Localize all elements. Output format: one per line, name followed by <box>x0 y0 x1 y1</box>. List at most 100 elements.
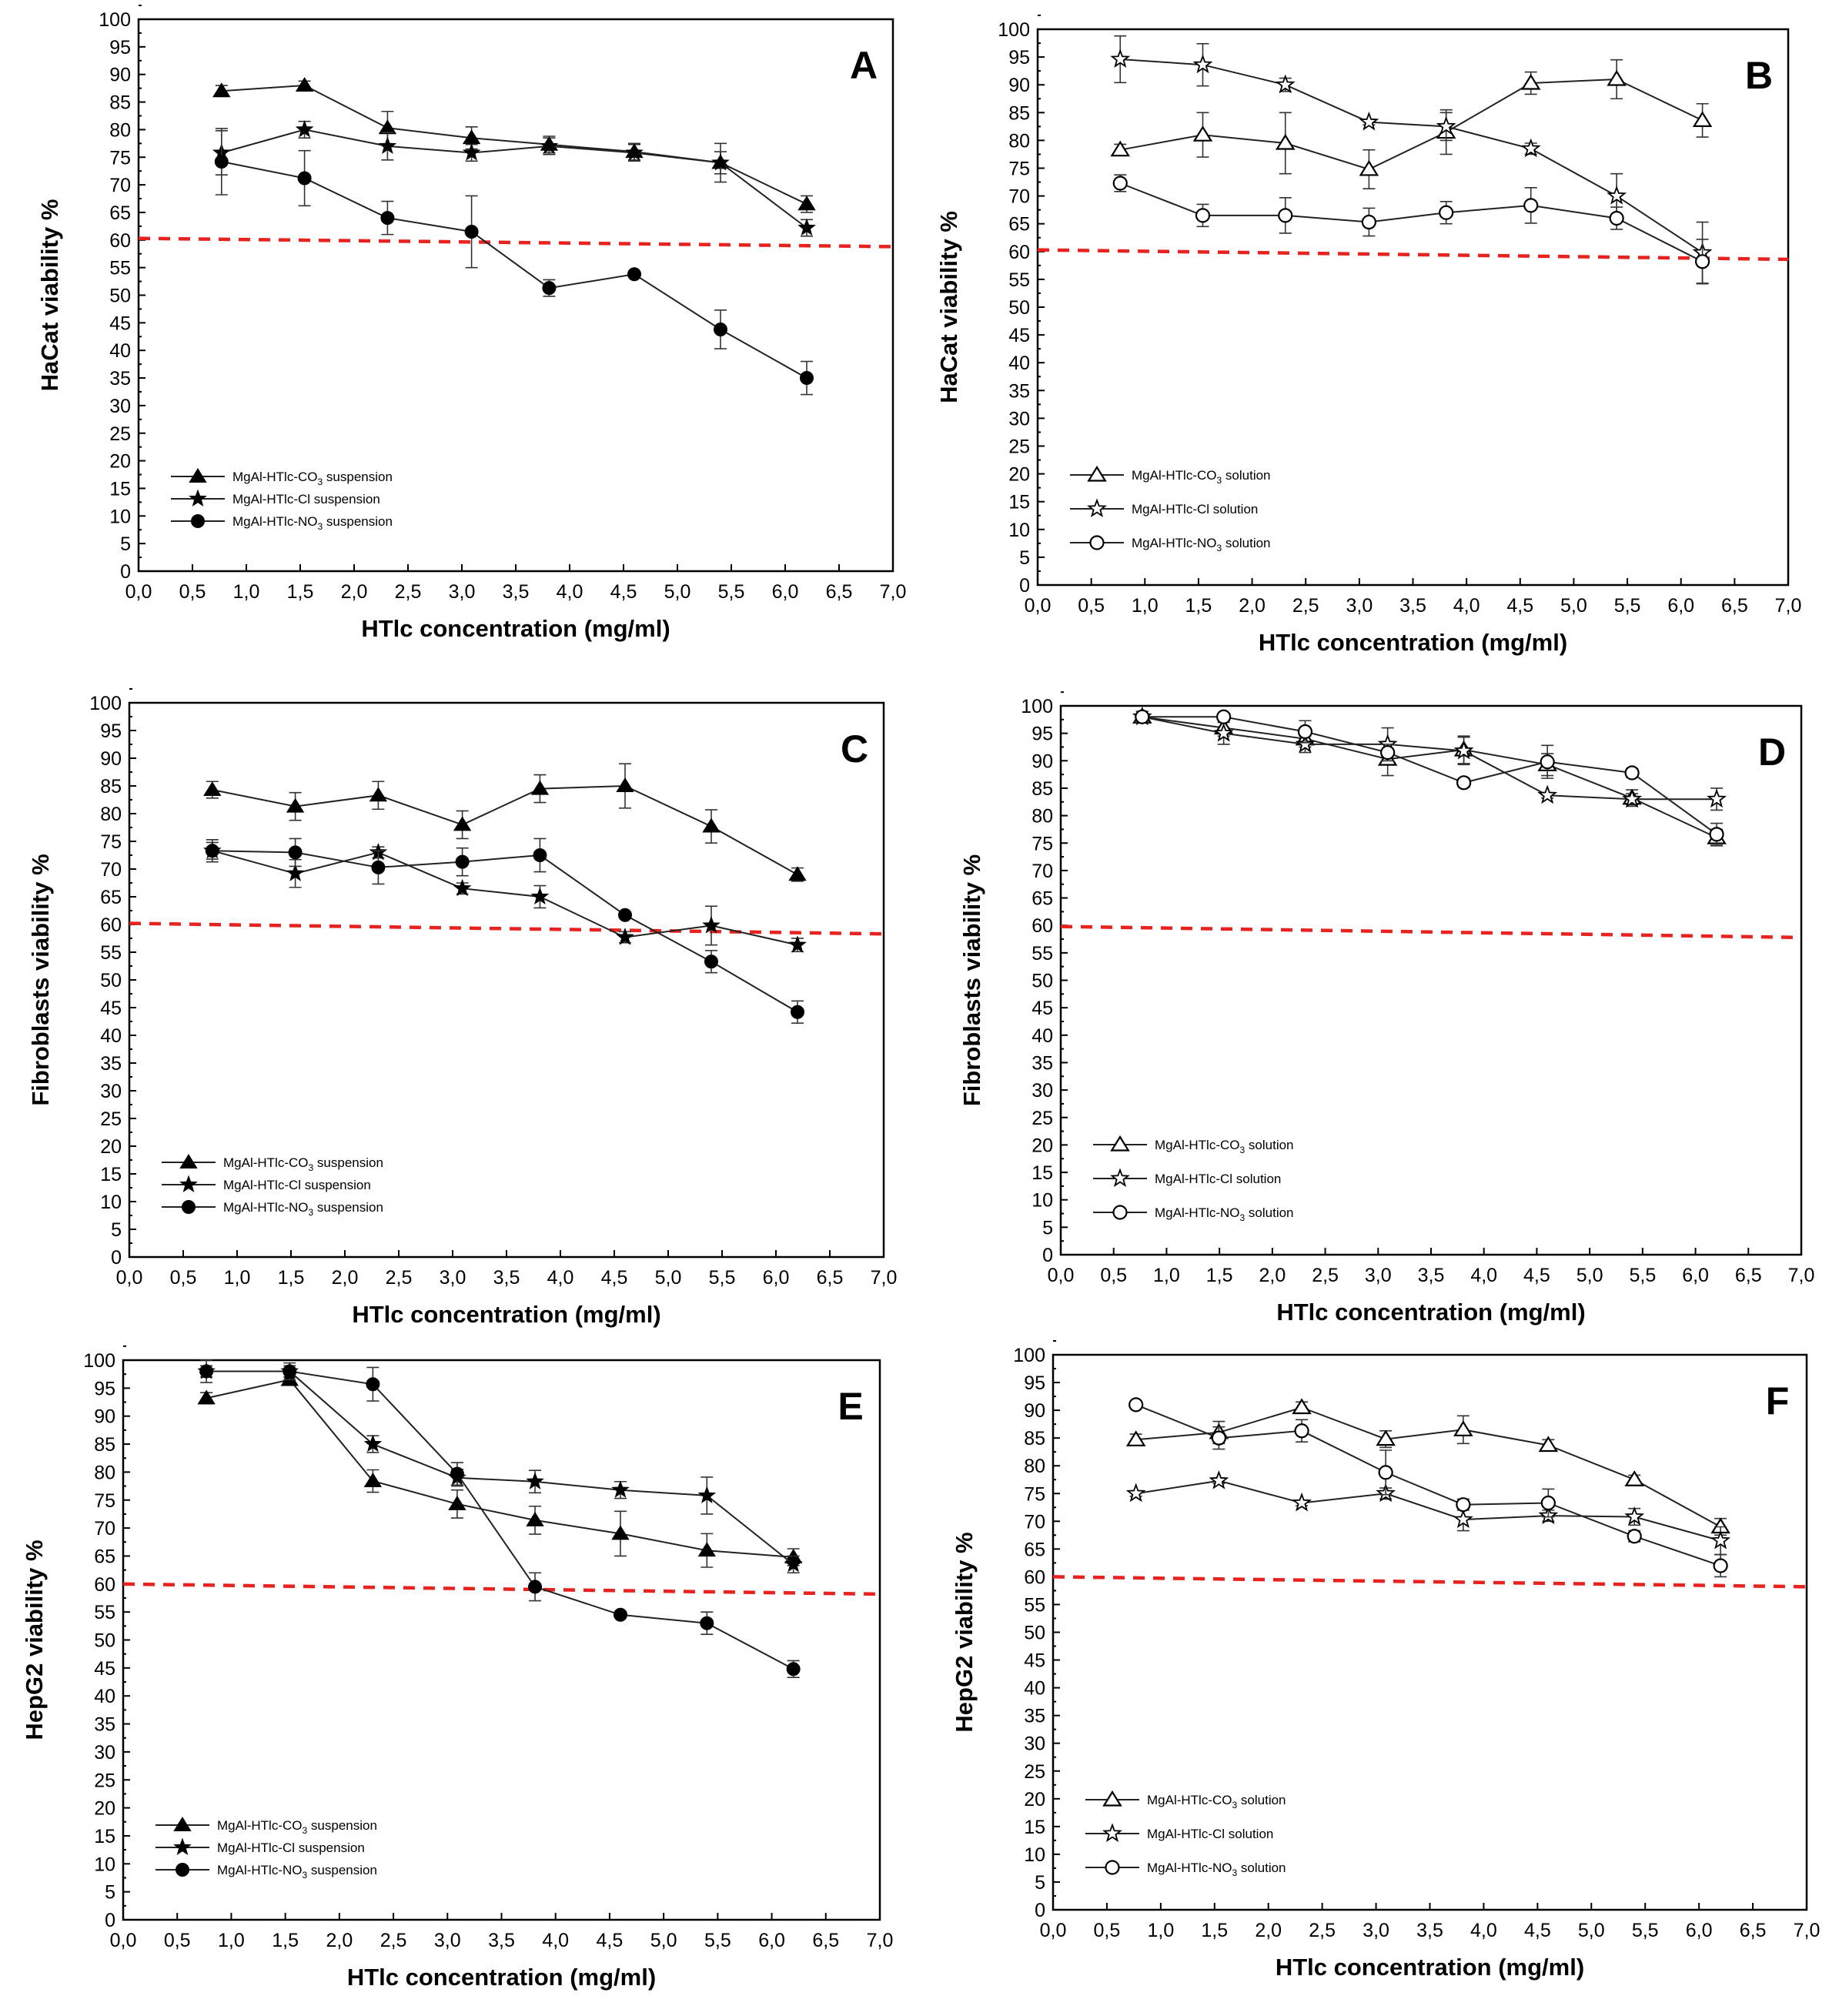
data-point <box>1128 1397 1144 1413</box>
y-tick-label: 65 <box>109 202 131 224</box>
legend-suffix: suspension <box>301 1178 371 1192</box>
series-line <box>1142 716 1717 801</box>
y-axis-title: HepG2 viability % <box>21 1540 48 1740</box>
data-point <box>616 928 634 945</box>
data-point <box>1624 1506 1645 1526</box>
y-tick-label: 35 <box>100 1053 122 1075</box>
x-tick-label: 2,5 <box>386 1267 413 1289</box>
y-tick-label: 15 <box>1008 492 1030 513</box>
x-tick-label: 2,5 <box>1312 1265 1339 1286</box>
y-tick-label: 55 <box>1024 1594 1045 1616</box>
data-point <box>704 955 718 969</box>
y-tick-label: 5 <box>111 1219 122 1241</box>
y-tick-label: 40 <box>1024 1678 1045 1700</box>
x-tick-label: 3,0 <box>449 581 476 603</box>
x-tick-label: 6,0 <box>1686 1920 1713 1941</box>
data-point <box>199 1364 214 1379</box>
y-tick-label: 85 <box>100 776 122 797</box>
y-tick-label: 50 <box>109 286 131 307</box>
data-point <box>378 119 397 135</box>
y-tick-label: 85 <box>1008 102 1030 124</box>
legend-name: MgAl-HTlc-NO <box>1155 1205 1240 1220</box>
legend-subscript: 3 <box>1240 1145 1246 1155</box>
x-tick-label: 2,5 <box>1292 595 1319 617</box>
legend-subscript: 3 <box>303 1825 308 1836</box>
data-point <box>464 225 479 239</box>
legend-subscript: 3 <box>318 521 323 532</box>
data-point <box>203 781 222 797</box>
legend-name: MgAl-HTlc-NO <box>1132 536 1217 550</box>
data-point <box>1211 1430 1226 1446</box>
data-point <box>702 916 721 934</box>
data-point <box>1294 1423 1309 1439</box>
y-tick-label: 60 <box>1024 1566 1045 1588</box>
legend-name: MgAl-HTlc-NO <box>217 1863 303 1877</box>
data-point <box>205 844 219 858</box>
series-line <box>1135 1479 1721 1542</box>
x-tick-label: 3,5 <box>1418 1265 1445 1286</box>
legend-subscript: 3 <box>309 1162 314 1173</box>
y-tick-label: 25 <box>1008 436 1030 458</box>
series-star <box>202 839 807 953</box>
y-tick-label: 70 <box>1032 861 1053 882</box>
x-tick-label: 7,0 <box>1775 595 1802 617</box>
data-point <box>1710 1530 1731 1550</box>
data-point <box>1538 1436 1559 1453</box>
series-line <box>212 850 798 946</box>
x-tick-label: 6,5 <box>1735 1265 1762 1286</box>
data-point <box>697 1486 717 1503</box>
data-point <box>788 935 807 953</box>
x-tick-label: 1,5 <box>1185 595 1212 617</box>
threshold-line <box>1060 924 1802 940</box>
legend-marker-triangle <box>189 468 207 483</box>
y-tick-label: 30 <box>1032 1080 1053 1102</box>
data-point <box>380 211 395 226</box>
y-tick-label: 45 <box>100 998 122 1019</box>
data-point <box>1453 1509 1473 1529</box>
y-tick-label: 100 <box>1021 696 1053 717</box>
data-point <box>791 1005 804 1019</box>
legend-name: MgAl-HTlc-CO <box>232 470 318 484</box>
y-tick-label: 50 <box>94 1630 115 1652</box>
x-tick-label: 4,5 <box>1524 1920 1551 1941</box>
y-tick-label: 70 <box>100 859 122 881</box>
legend-suffix: suspension <box>323 514 393 529</box>
x-tick-label: 4,5 <box>601 1267 628 1289</box>
legend-label: MgAl-HTlc-CO3 suspension <box>217 1818 377 1836</box>
y-tick-label: 20 <box>100 1136 122 1158</box>
y-tick-label: 90 <box>1024 1400 1045 1422</box>
y-tick-label: 30 <box>109 396 131 417</box>
x-tick-label: 4,5 <box>597 1930 624 1951</box>
data-point <box>197 1389 216 1405</box>
panel-e: 0 5 10 15 20 25 30 35 40 45 50 55 60 65 70 75 80 85 90 95 10… <box>21 1345 893 1991</box>
x-tick-label: 6,0 <box>772 581 799 603</box>
x-tick-label: 3,0 <box>1363 1920 1389 1941</box>
y-tick-label: 25 <box>1032 1108 1053 1129</box>
y-tick-label: 10 <box>94 1854 115 1875</box>
y-tick-label: 0 <box>105 1910 115 1931</box>
y-tick-label: 70 <box>94 1518 115 1540</box>
y-tick-label: 5 <box>1019 547 1030 569</box>
y-tick-label: 20 <box>1008 464 1030 486</box>
legend-subscript: 3 <box>1217 543 1222 553</box>
data-point <box>1292 1398 1312 1415</box>
threshold-line <box>122 1582 881 1596</box>
legend-suffix: suspension <box>295 1840 365 1855</box>
data-point <box>1453 1420 1473 1436</box>
y-tick-label: 85 <box>94 1434 115 1456</box>
y-tick-label: 5 <box>105 1882 115 1904</box>
legend-suffix: solution <box>1232 1172 1281 1186</box>
y-tick-label: 80 <box>100 804 122 825</box>
data-point <box>1622 788 1643 808</box>
x-tick-label: 1,5 <box>272 1930 299 1951</box>
series-line <box>206 1379 794 1558</box>
x-tick-label: 3,0 <box>440 1267 466 1289</box>
data-point <box>1624 765 1640 781</box>
legend-label: MgAl-HTlc-NO3 solution <box>1147 1861 1286 1878</box>
data-point <box>371 860 386 874</box>
x-tick-label: 6,5 <box>1740 1920 1767 1941</box>
data-point <box>1125 1430 1146 1446</box>
y-tick-label: 5 <box>1042 1217 1053 1239</box>
series-circle <box>205 837 804 1024</box>
